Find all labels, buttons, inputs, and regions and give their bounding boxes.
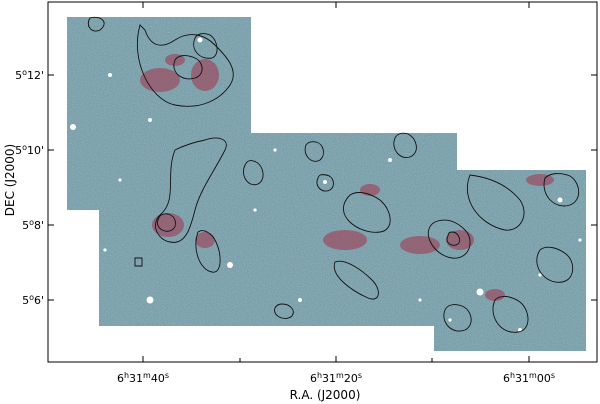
x-axis-title: R.A. (J2000) — [290, 388, 361, 402]
contour-lines — [87, 16, 580, 333]
y-tick-label: 5o8' — [22, 218, 44, 233]
axis-ticks — [48, 2, 597, 362]
x-tick-labels: 6h31m40s 6h31m20s 6h31m00s — [117, 371, 555, 386]
y-axis-title: DEC (J2000) — [3, 144, 17, 216]
y-tick-label: 5o12' — [15, 68, 44, 83]
x-tick-label: 6h31m00s — [503, 371, 555, 386]
star-field — [70, 37, 582, 332]
y-tick-label: 5o6' — [22, 293, 44, 308]
y-tick-labels: 5o12' 5o10' 5o8' 5o6' — [15, 68, 44, 308]
y-tick-label: 5o10' — [15, 143, 44, 158]
x-tick-label: 6h31m20s — [310, 371, 362, 386]
x-tick-label: 6h31m40s — [117, 371, 169, 386]
